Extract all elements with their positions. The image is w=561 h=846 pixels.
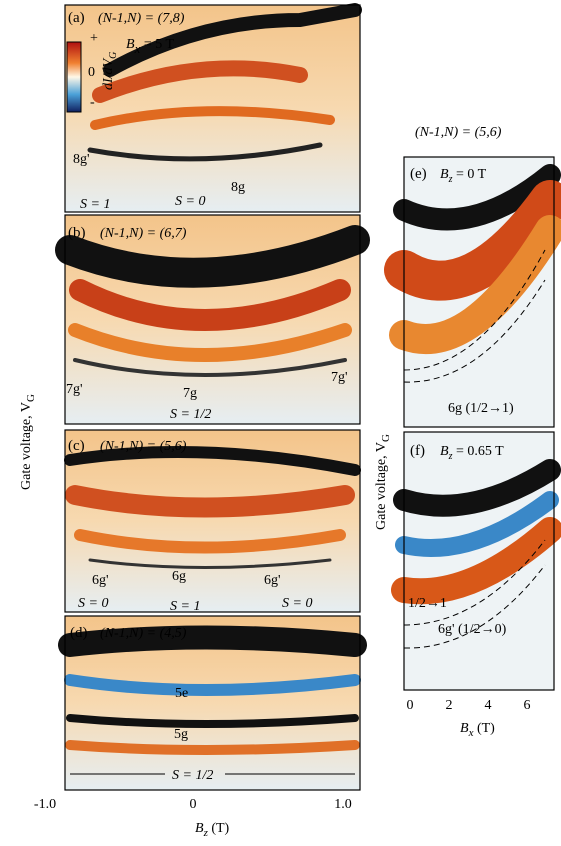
panel-label: (e): [410, 166, 427, 182]
y-axis-label: Gate voltage, VG: [374, 434, 392, 530]
annotation: 6g': [264, 573, 281, 588]
colorbar-label: dI/dVG: [101, 52, 119, 90]
field-label: Bz = 0 T: [440, 167, 487, 185]
spin-label: S = 0: [282, 596, 312, 611]
x-tick-label: -1.0: [34, 797, 56, 812]
panel-label: (f): [410, 443, 425, 459]
field-label: Bz = 0.65 T: [440, 444, 504, 462]
panel-title: (N-1,N) = (5,6): [100, 439, 187, 454]
spin-label: S = 1/2: [172, 768, 213, 783]
heatmap-f: [391, 431, 561, 691]
annotation: 1/2→1: [408, 596, 447, 611]
x-tick-label: 1.0: [334, 797, 352, 812]
heatmap-c: [64, 429, 361, 613]
colorbar: [66, 41, 82, 113]
panel-label: (b): [68, 225, 86, 241]
colorbar-tick: -: [90, 95, 95, 110]
panel-title: (N-1,N) = (4,5): [100, 626, 187, 641]
annotation: 6g': [92, 573, 109, 588]
panel-title: (N-1,N) = (6,7): [100, 226, 187, 241]
heatmap-e: [384, 156, 561, 428]
annotation: 7g': [331, 370, 348, 385]
annotation: 8g': [73, 152, 90, 167]
annotation: 6g: [172, 569, 186, 584]
spin-label: S = 1: [80, 197, 110, 212]
heatmap-d: [58, 615, 367, 791]
x-tick-label: 4: [485, 698, 492, 713]
annotation: 7g: [183, 386, 197, 401]
annotation: 5g: [174, 727, 188, 742]
field-label: Bx = 5 T: [126, 37, 174, 56]
annotation: 8g: [231, 180, 245, 195]
panel-label: (c): [68, 438, 85, 454]
x-axis-label: Bz (T): [195, 821, 230, 839]
panel-title: (N-1,N) = (7,8): [98, 11, 185, 26]
spin-label: S = 0: [175, 194, 205, 209]
x-tick-label: 2: [446, 698, 453, 713]
annotation: 6g' (1/2→0): [438, 622, 507, 637]
heatmap-b: [55, 214, 370, 425]
x-tick-label: 6: [524, 698, 531, 713]
spin-label: S = 1/2: [170, 407, 211, 422]
spin-label: S = 0: [78, 596, 108, 611]
annotation: 5e: [175, 686, 188, 701]
annotation: 7g': [66, 382, 83, 397]
x-tick-label: 0: [190, 797, 197, 812]
panel-label: (a): [68, 10, 85, 26]
colorbar-tick: +: [90, 31, 98, 46]
spin-label: S = 1: [170, 599, 200, 614]
panel-title: (N-1,N) = (5,6): [415, 125, 502, 140]
heatmap-a: [64, 3, 362, 213]
y-axis-label: Gate voltage, VG: [19, 394, 37, 490]
x-axis-label: Bx (T): [460, 721, 495, 739]
colorbar-tick: 0: [88, 65, 95, 80]
panel-label: (d): [70, 625, 88, 641]
x-tick-label: 0: [407, 698, 414, 713]
annotation: 6g (1/2→1): [448, 401, 514, 416]
